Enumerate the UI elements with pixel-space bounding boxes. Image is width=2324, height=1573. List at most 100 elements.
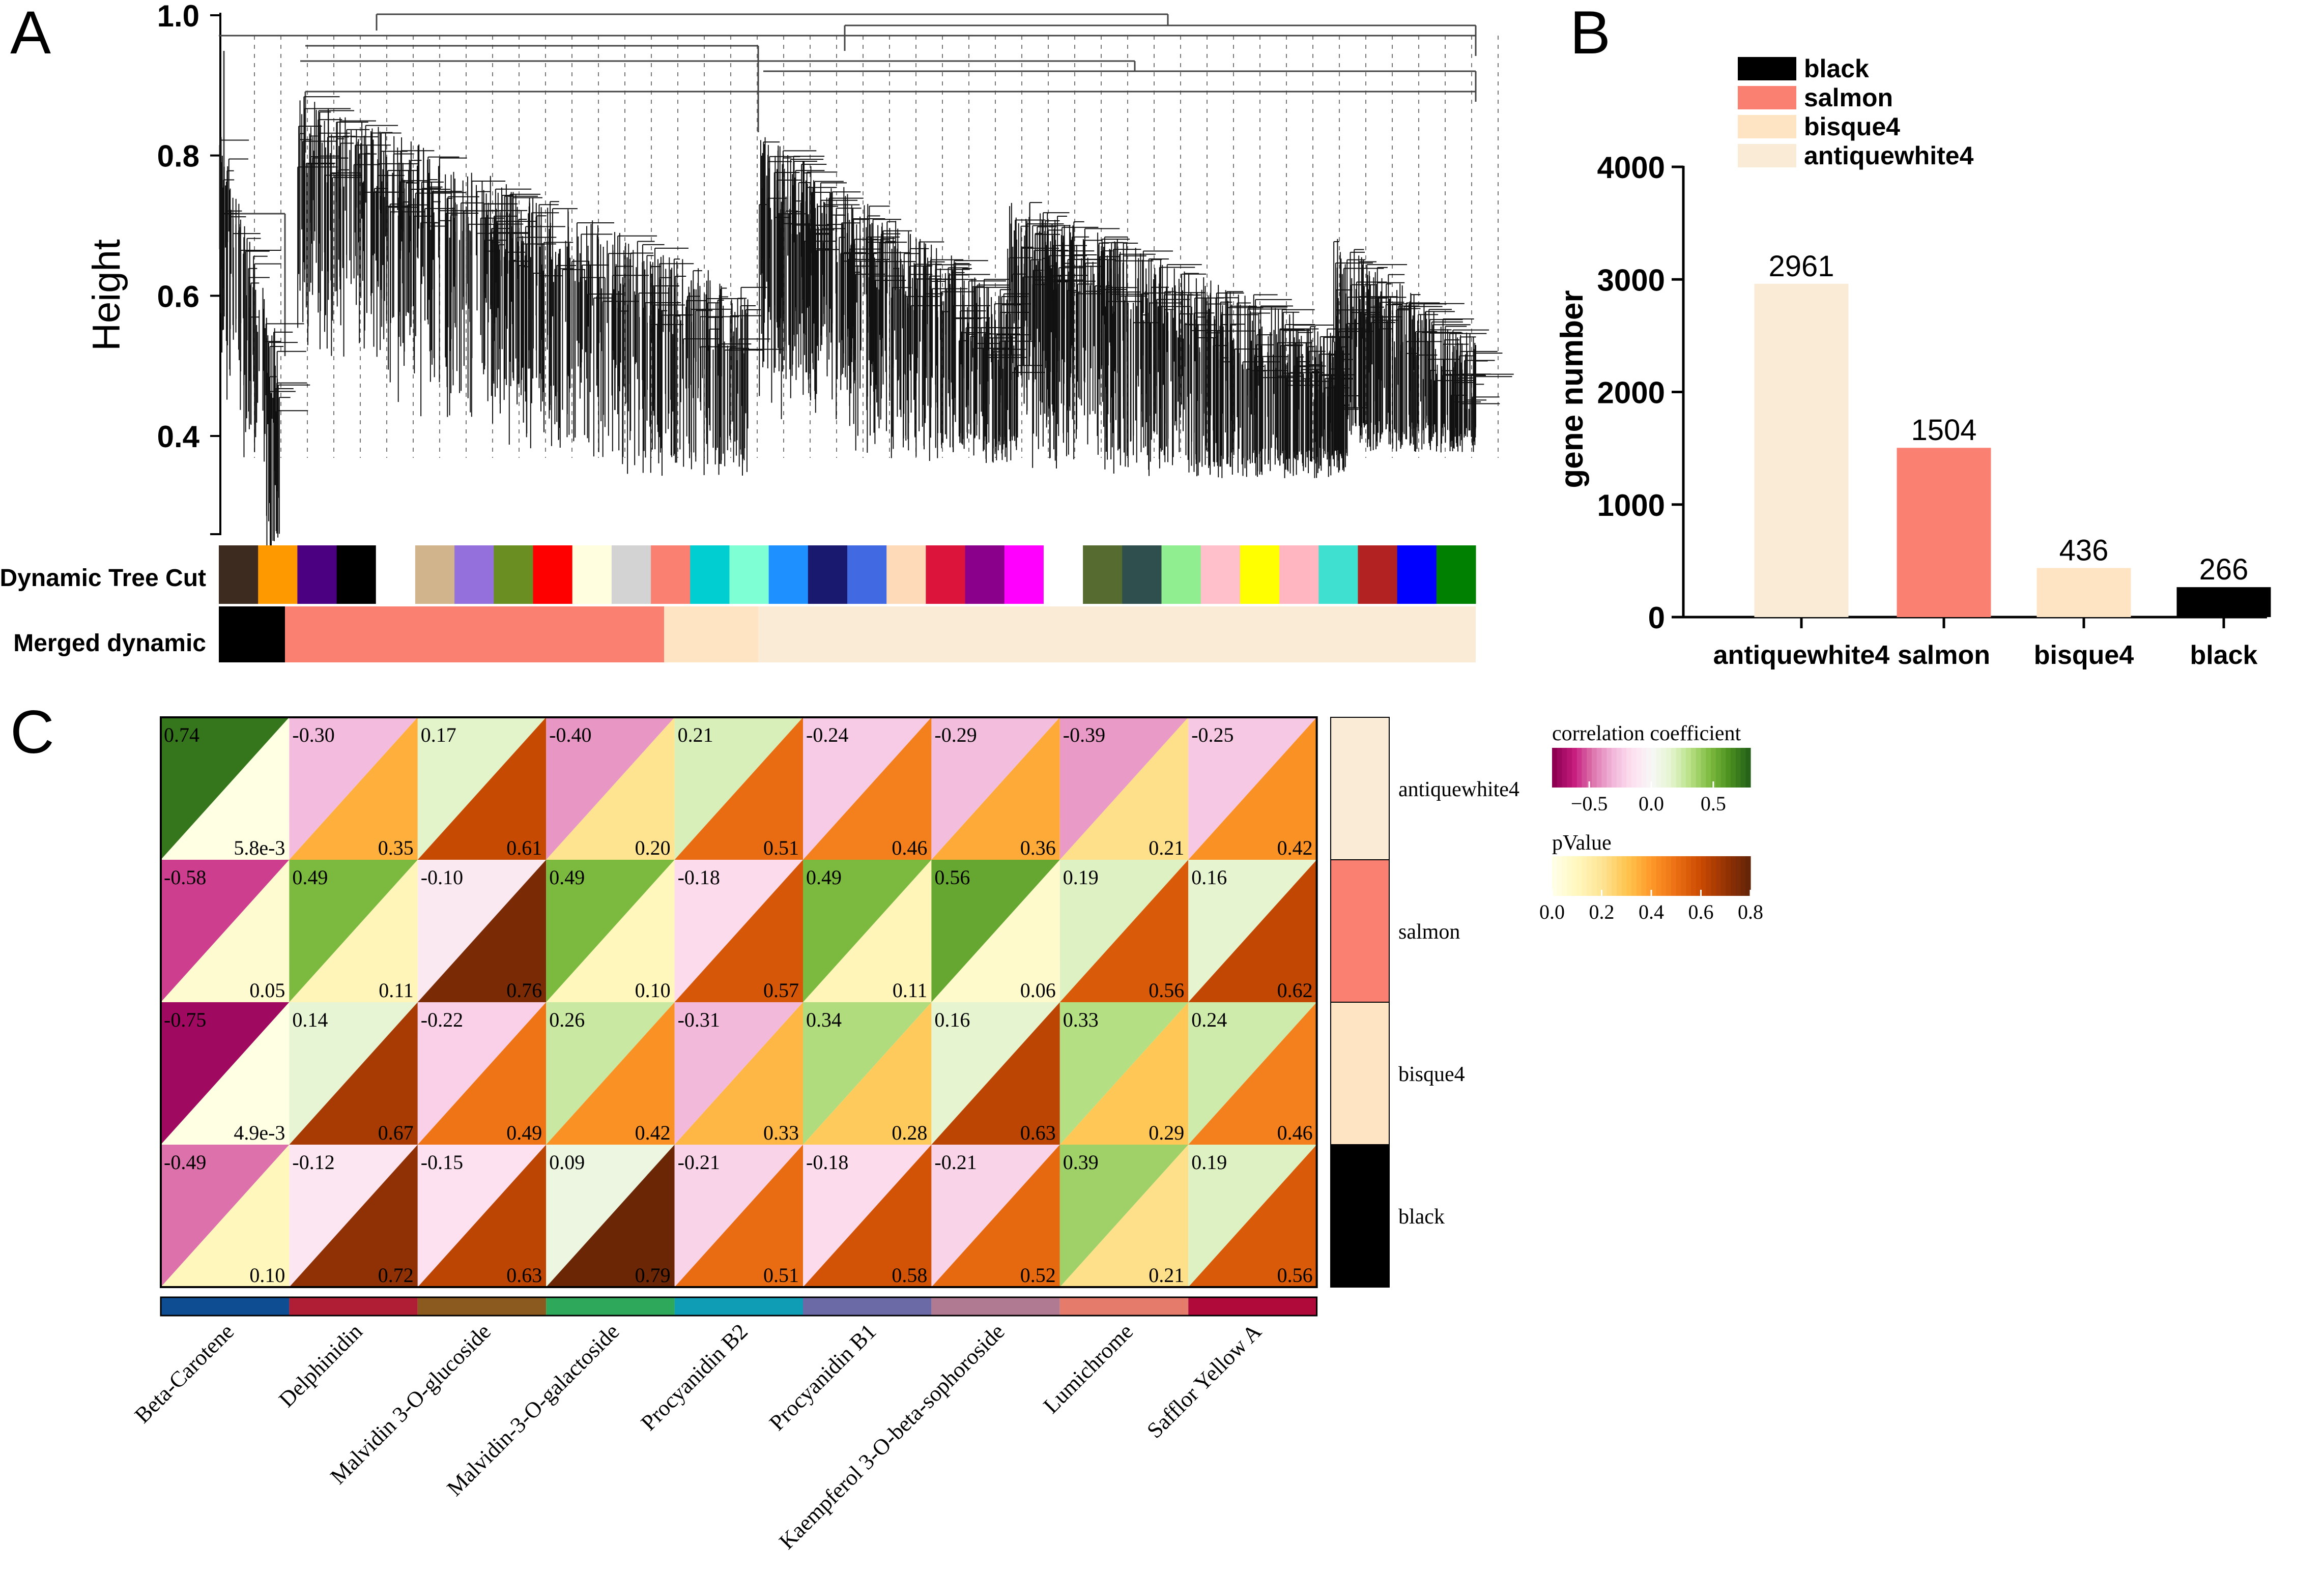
bar-black — [2176, 587, 2271, 617]
pvalue-triangle — [161, 1002, 290, 1145]
corr-legend-tick-label: 0.5 — [1701, 792, 1726, 815]
pvalue-value: 0.62 — [1277, 979, 1313, 1002]
dynamic-tree-cut-label: Dynamic Tree Cut — [0, 565, 206, 592]
correlation-value: 0.74 — [164, 723, 199, 746]
heatmap-panel: 0.74 5.8e-3 -0.30 0.35 0.17 0.61 -0.40 0.20 0.21… — [130, 716, 1763, 1554]
corr-legend-step — [1641, 748, 1647, 788]
pvalue-value: 0.11 — [893, 979, 928, 1002]
corr-legend-step — [1621, 748, 1627, 788]
pvalue-legend-step — [1592, 856, 1597, 896]
pvalue-legend-step — [1731, 856, 1736, 896]
correlation-value: -0.40 — [549, 723, 591, 746]
corr-legend-step — [1646, 748, 1652, 788]
dynamic-tree-cut-segment — [297, 545, 337, 604]
pvalue-value: 0.36 — [1020, 836, 1056, 859]
pvalue-value: 0.35 — [378, 836, 414, 859]
module-label: bisque4 — [1398, 1063, 1465, 1086]
pvalue-value: 5.8e-3 — [234, 836, 285, 859]
dynamic-tree-cut-segment — [1161, 545, 1201, 604]
pvalue-value: 0.21 — [1149, 836, 1184, 859]
correlation-triangle — [931, 860, 1060, 1002]
pvalue-legend-step — [1726, 856, 1731, 896]
correlation-value: -0.18 — [678, 866, 720, 889]
correlation-triangle — [546, 860, 675, 1002]
corr-legend-tick-label: −0.5 — [1571, 792, 1608, 815]
correlation-value: 0.19 — [1191, 1151, 1227, 1174]
pvalue-triangle — [546, 1002, 675, 1145]
pvalue-triangle — [674, 1002, 803, 1145]
correlation-value: -0.39 — [1063, 723, 1105, 746]
pvalue-triangle — [674, 860, 803, 1002]
corr-legend-step — [1691, 748, 1697, 788]
dynamic-tree-cut-segment — [690, 545, 730, 604]
pvalue-triangle — [289, 1002, 418, 1145]
correlation-triangle — [931, 1002, 1060, 1145]
pvalue-value: 4.9e-3 — [234, 1121, 285, 1144]
pvalue-triangle — [1188, 1002, 1317, 1145]
correlation-value: 0.56 — [934, 866, 970, 889]
pvalue-legend-title: pValue — [1552, 831, 1612, 855]
pvalue-value: 0.72 — [378, 1264, 414, 1287]
module-color-black — [1330, 1144, 1390, 1288]
corr-legend-step — [1606, 748, 1612, 788]
dynamic-tree-cut-segment — [1279, 545, 1319, 604]
pvalue-legend-step — [1612, 856, 1617, 896]
module-color-bisque4 — [1330, 1002, 1390, 1145]
pvalue-legend-step — [1631, 856, 1637, 896]
merged-dynamic-segment-antiquewhite4 — [758, 606, 1476, 662]
correlation-triangle — [803, 860, 932, 1002]
pvalue-legend-step — [1572, 856, 1577, 896]
dendrogram-panel: Height 1.0 0.8 0.6 0.4 Dynamic Tree Cut Mer… — [0, 0, 1514, 662]
bar-y-tick-label: 1000 — [1597, 488, 1665, 522]
dynamic-tree-cut-segment — [1122, 545, 1162, 604]
pvalue-legend-tick-label: 0.0 — [1539, 900, 1565, 923]
correlation-value: 0.49 — [549, 866, 585, 889]
corr-legend-step — [1601, 748, 1607, 788]
metabolite-color-segment — [161, 1297, 290, 1316]
legend-label: antiquewhite4 — [1804, 141, 1974, 170]
correlation-value: 0.09 — [549, 1151, 585, 1174]
pvalue-legend-tick-label: 0.6 — [1688, 900, 1714, 923]
pvalue-value: 0.20 — [635, 836, 671, 859]
pvalue-triangle — [1059, 1145, 1189, 1287]
pvalue-triangle — [417, 1002, 547, 1145]
bar-category-label: antiquewhite4 — [1713, 640, 1890, 670]
pvalue-legend-step — [1552, 856, 1558, 896]
correlation-value: -0.21 — [934, 1151, 977, 1174]
correlation-value: 0.33 — [1063, 1008, 1099, 1031]
pvalue-legend-step — [1676, 856, 1682, 896]
pvalue-triangle — [931, 717, 1060, 860]
metabolite-color-segment — [1059, 1297, 1189, 1316]
pvalue-triangle — [803, 717, 932, 860]
panel-b-label: B — [1570, 0, 1611, 67]
pvalue-legend-step — [1557, 856, 1563, 896]
correlation-value: 0.14 — [292, 1008, 328, 1031]
pvalue-legend-step — [1715, 856, 1722, 896]
dynamic-tree-cut-segment — [533, 545, 573, 604]
pvalue-triangle — [289, 860, 418, 1002]
pvalue-legend-step — [1636, 856, 1642, 896]
pvalue-triangle — [1188, 860, 1317, 1002]
corr-legend-step — [1552, 748, 1558, 788]
bar-chart-panel: gene number 0 1000 2000 3000 4000 2961 antiqu… — [1555, 54, 2271, 670]
pvalue-triangle — [546, 860, 675, 1002]
pvalue-legend-step — [1621, 856, 1627, 896]
corr-legend-step — [1596, 748, 1602, 788]
correlation-value: 0.16 — [1191, 866, 1227, 889]
correlation-value: -0.22 — [421, 1008, 463, 1031]
pvalue-triangle — [546, 717, 675, 860]
bar-value-label: 2961 — [1768, 250, 1834, 283]
legend-label: bisque4 — [1804, 112, 1900, 141]
correlation-triangle — [674, 1145, 803, 1287]
pvalue-value: 0.76 — [506, 979, 542, 1002]
correlation-value: 0.34 — [806, 1008, 842, 1031]
dynamic-tree-cut-segment — [847, 545, 887, 604]
corr-legend-step — [1626, 748, 1632, 788]
metabolite-color-segment — [1188, 1297, 1317, 1316]
corr-legend-step — [1567, 748, 1572, 788]
y-tick-label: 1.0 — [157, 0, 199, 33]
corr-legend-step — [1666, 748, 1672, 788]
correlation-value: -0.21 — [678, 1151, 720, 1174]
